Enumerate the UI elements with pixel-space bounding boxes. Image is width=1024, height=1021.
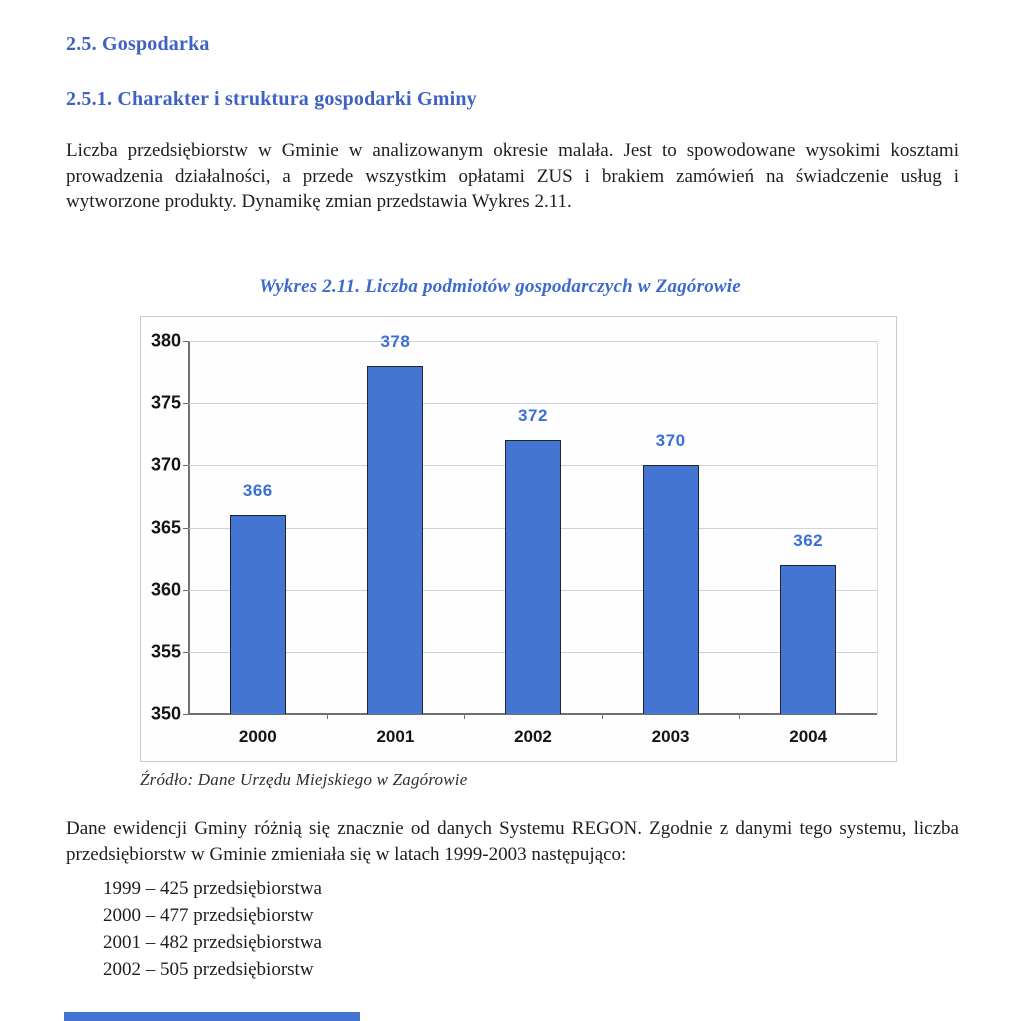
bar-value-label: 370 <box>655 431 686 451</box>
gridline <box>189 341 877 342</box>
bar-slot: 362 <box>739 341 877 714</box>
bar-slot: 370 <box>602 341 740 714</box>
list-item: 2001 – 482 przedsiębiorstwa <box>103 932 322 953</box>
y-tick-mark <box>183 589 189 591</box>
chart-x-axis: 2000 2001 2002 2003 2004 <box>189 714 877 762</box>
chart-y-axis: 350 355 360 365 370 375 380 <box>141 331 183 724</box>
bar-2004 <box>780 564 837 714</box>
bar-slot: 372 <box>464 341 602 714</box>
list-item: 1999 – 425 przedsiębiorstwa <box>103 878 322 899</box>
y-tick-label: 355 <box>150 641 181 662</box>
y-tick-mark <box>183 465 189 467</box>
bar-value-label: 378 <box>380 331 411 351</box>
section-heading: 2.5. Gospodarka <box>66 33 210 55</box>
bar-2001 <box>367 365 424 714</box>
bar-2000 <box>229 515 286 714</box>
chart-title: Wykres 2.11. Liczba podmiotów gospodarcz… <box>259 276 741 297</box>
y-tick-label: 350 <box>150 703 181 724</box>
y-tick-mark <box>183 651 189 653</box>
bar-value-label: 366 <box>242 481 273 501</box>
bar-slot: 378 <box>327 332 465 714</box>
regon-paragraph: Dane ewidencji Gminy różnią się znacznie… <box>66 818 959 865</box>
chart-plot: 366 378 372 370 362 <box>183 332 878 715</box>
x-tick-mark <box>739 714 741 719</box>
y-tick-mark <box>183 341 189 342</box>
bar-slot: 366 <box>189 341 327 714</box>
bar-value-label: 362 <box>793 530 824 550</box>
x-tick-mark <box>464 714 466 719</box>
chart-source-note: Źródło: Dane Urzędu Miejskiego w Zagórow… <box>140 770 468 789</box>
gridline <box>189 403 877 405</box>
intro-paragraph: Liczba przedsiębiorstw w Gminie w analiz… <box>66 140 959 212</box>
y-tick-mark <box>183 403 189 405</box>
list-item: 2002 – 505 przedsiębiorstw <box>103 959 314 980</box>
x-tick-mark <box>326 714 328 719</box>
x-tick-label: 2003 <box>651 727 690 746</box>
bar-chart: 350 355 360 365 370 375 380 366 378 372 370 362 20… <box>140 316 897 762</box>
regon-list: 1999 – 425 przedsiębiorstwa 2000 – 477 p… <box>103 875 322 983</box>
x-tick-label: 2001 <box>376 727 415 746</box>
y-tick-mark <box>183 527 189 529</box>
y-tick-label: 370 <box>150 454 181 475</box>
bar-2002 <box>504 440 561 714</box>
y-tick-mark <box>183 714 189 715</box>
subsection-heading: 2.5.1. Charakter i struktura gospodarki … <box>66 88 477 110</box>
bar-2003 <box>642 465 699 714</box>
next-page-blue-strip <box>64 1012 360 1021</box>
list-item: 2000 – 477 przedsiębiorstw <box>103 905 314 926</box>
x-tick-mark <box>601 714 603 719</box>
x-tick-label: 2002 <box>514 727 552 746</box>
gridline <box>189 713 877 715</box>
x-tick-label: 2004 <box>789 727 828 746</box>
bar-value-label: 372 <box>518 406 548 426</box>
y-tick-label: 365 <box>150 517 181 537</box>
x-tick-label: 2000 <box>238 727 277 746</box>
y-tick-label: 360 <box>150 579 181 600</box>
y-tick-label: 380 <box>150 330 181 351</box>
y-tick-label: 375 <box>150 392 181 413</box>
